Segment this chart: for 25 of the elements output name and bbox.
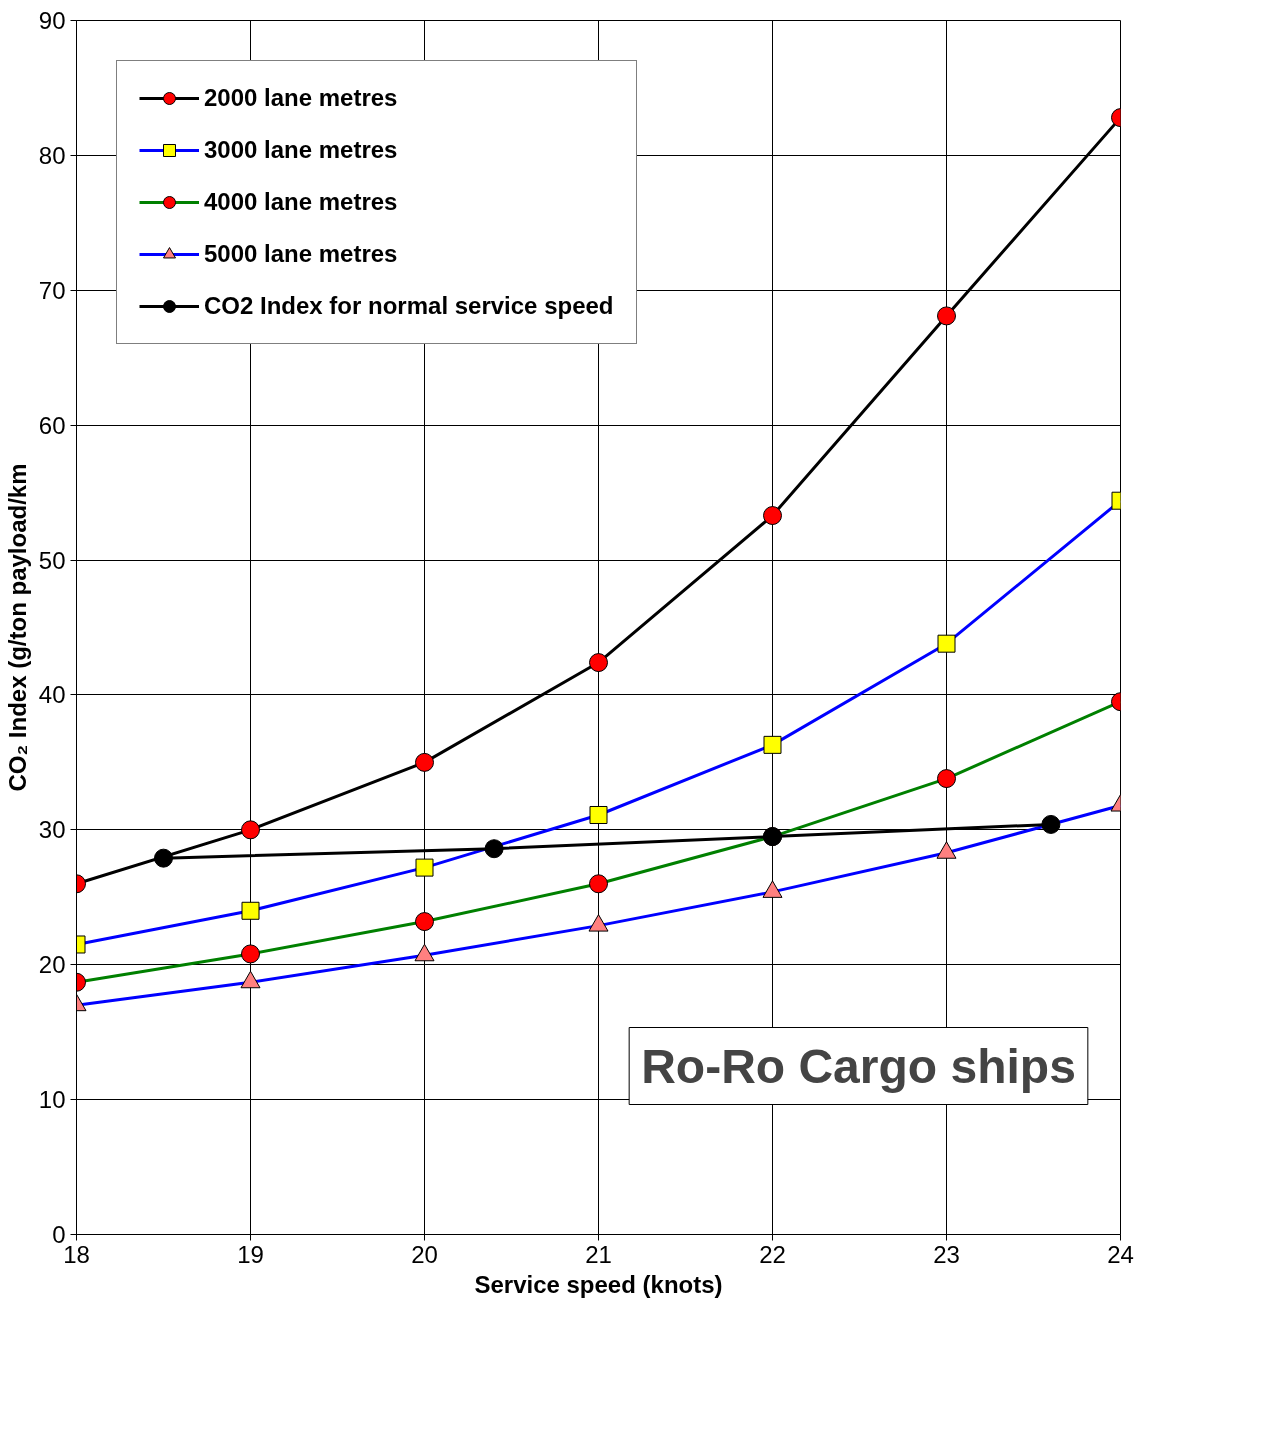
y-tick-label: 50	[38, 546, 66, 574]
y-tick-label: 80	[38, 141, 66, 169]
legend-label: CO2 Index for normal service speed	[204, 292, 614, 320]
x-tick-label: 24	[1107, 1240, 1134, 1268]
annotation: Ro-Ro Cargo ships	[641, 1039, 1076, 1093]
x-tick-label: 20	[411, 1240, 438, 1268]
legend-label: 5000 lane metres	[204, 240, 398, 268]
x-axis-title: Service speed (knots)	[474, 1270, 723, 1298]
legend-label: 4000 lane metres	[204, 188, 398, 216]
legend-label: 3000 lane metres	[204, 136, 398, 164]
x-tick-label: 19	[237, 1240, 264, 1268]
y-tick-label: 20	[38, 951, 66, 979]
x-tick-label: 22	[759, 1240, 786, 1268]
y-tick-label: 30	[38, 816, 66, 844]
x-tick-label: 18	[63, 1240, 90, 1268]
x-tick-label: 23	[933, 1240, 960, 1268]
x-tick-label: 21	[585, 1240, 612, 1268]
y-tick-label: 10	[38, 1086, 66, 1114]
y-axis-title: CO₂ Index (g/ton payload/km	[3, 463, 31, 792]
y-tick-label: 70	[38, 276, 66, 304]
legend-label: 2000 lane metres	[204, 84, 398, 112]
y-tick-label: 60	[38, 411, 66, 439]
y-tick-label: 90	[38, 7, 66, 34]
y-tick-label: 0	[52, 1221, 66, 1248]
y-tick-label: 40	[38, 681, 66, 709]
